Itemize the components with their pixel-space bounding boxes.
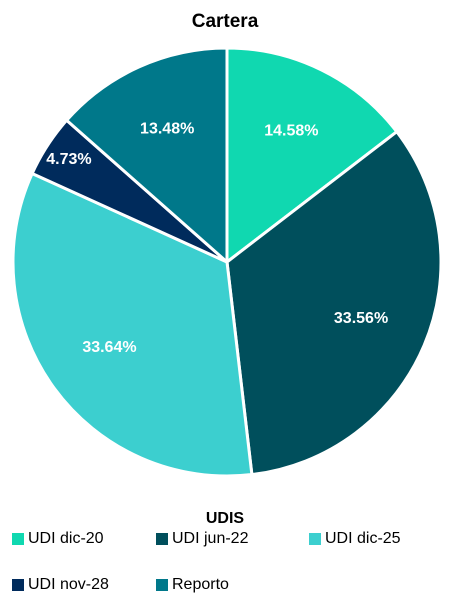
chart-title: Cartera [192,11,259,32]
legend-label: UDI dic-25 [325,530,401,547]
pie-slice [225,46,399,266]
pie-slice [225,129,443,477]
legend-label: UDI nov-28 [28,576,109,593]
legend-swatch [309,533,321,545]
legend-swatch [156,579,168,591]
pie-slice [11,171,254,478]
legend-swatch [12,533,24,545]
data-label: 4.73% [46,151,91,168]
legend-label: Reporto [172,576,229,593]
data-label: 13.48% [140,121,194,138]
data-label: 33.56% [334,310,388,327]
legend-swatch [156,533,168,545]
data-label: 33.64% [82,339,136,356]
legend-swatch [12,579,24,591]
pie-slice [64,46,229,266]
legend-label: UDI dic-20 [28,530,104,547]
legend-label: UDI jun-22 [172,530,249,547]
data-label: 14.58% [264,123,318,140]
legend-title: UDIS [206,510,245,527]
